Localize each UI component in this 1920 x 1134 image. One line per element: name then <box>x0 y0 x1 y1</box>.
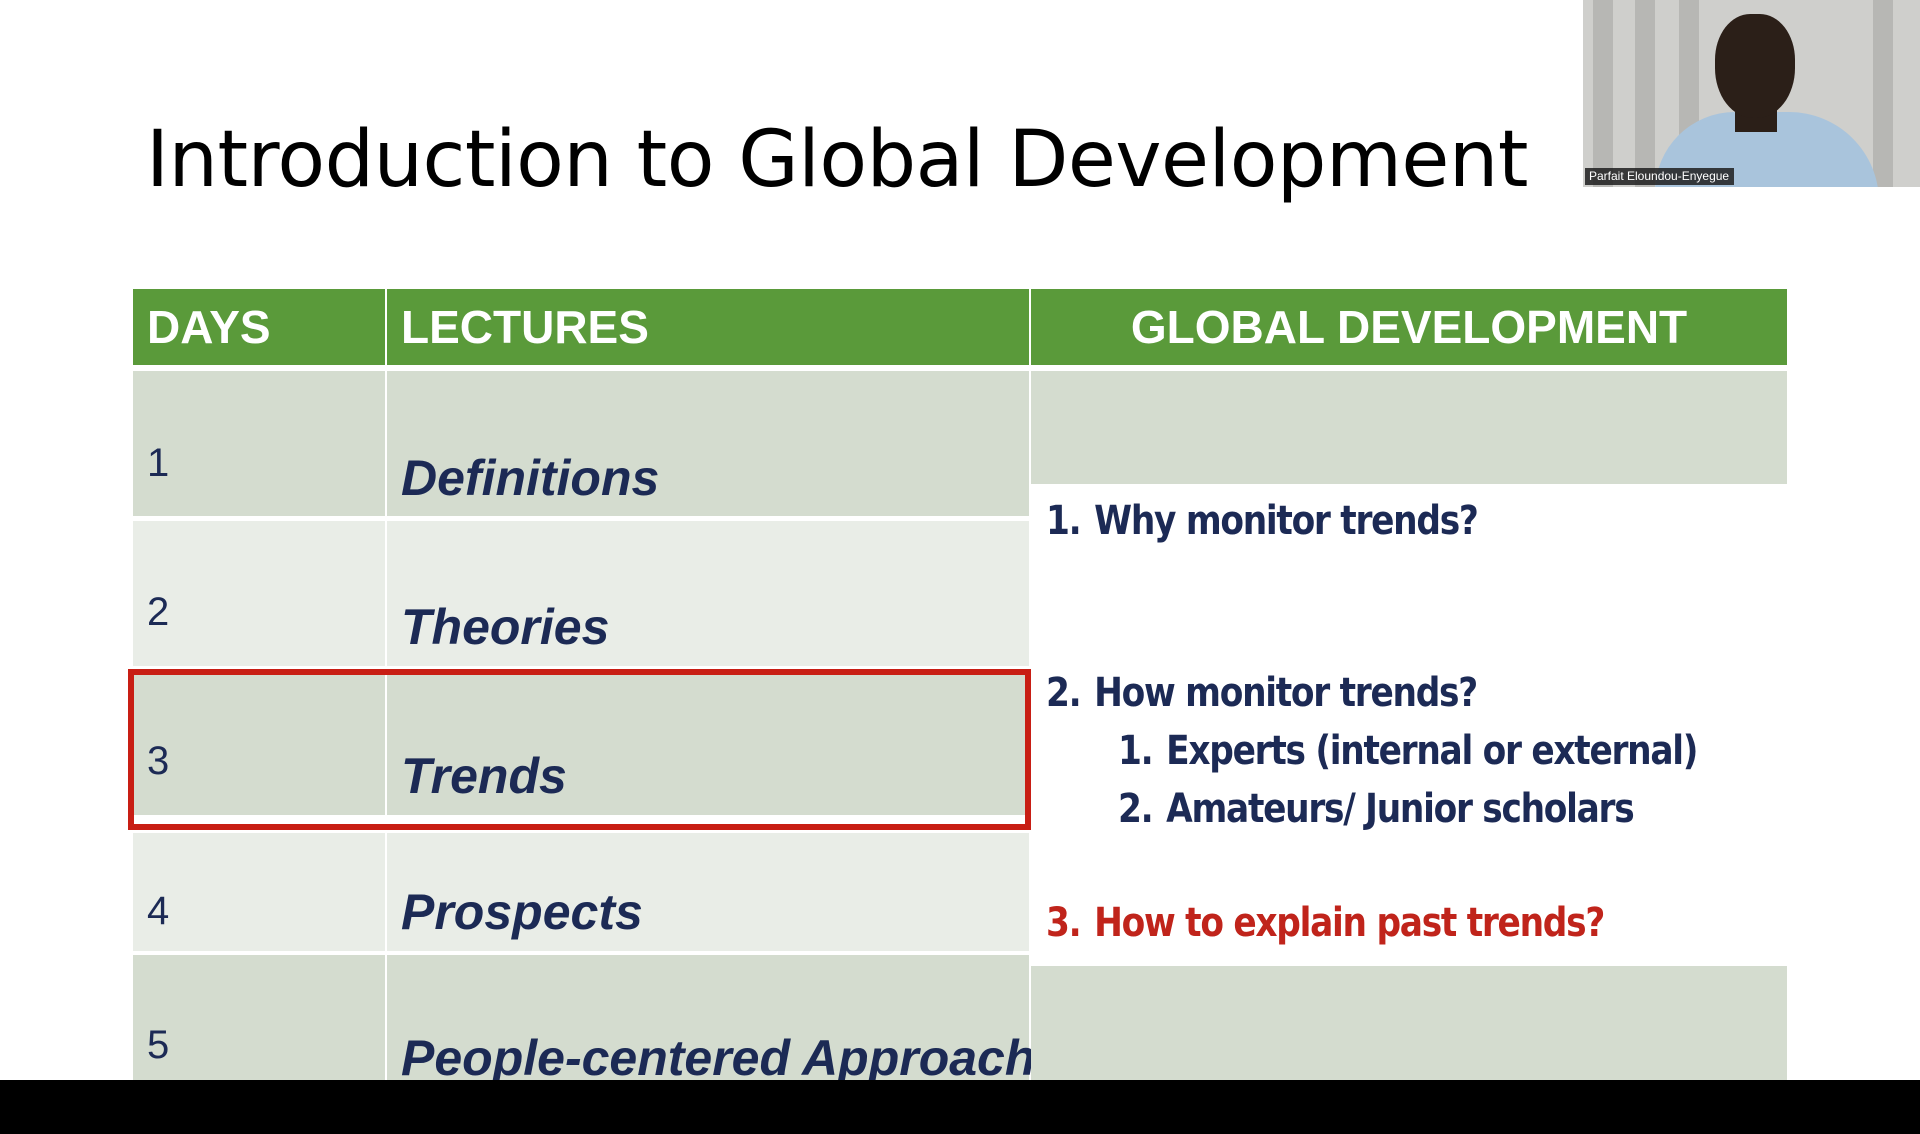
global-item-number: 1. <box>1046 498 1082 544</box>
participant-video-tile[interactable]: Parfait Eloundou-Enyegue <box>1583 0 1920 187</box>
global-item-highlighted: 3. How to explain past trends? <box>1046 900 1605 946</box>
global-cell-top <box>1031 371 1787 484</box>
global-item-text: How to explain past trends? <box>1094 900 1605 946</box>
table-row-lecture-cell: Theories <box>387 521 1029 666</box>
lecture-title: Trends <box>401 748 567 804</box>
table-row-lecture-cell: Definitions <box>387 371 1029 516</box>
lecture-title: Definitions <box>401 450 660 506</box>
table-row-day-cell: 5 <box>133 955 385 1080</box>
day-number: 3 <box>147 739 170 783</box>
global-item: 2. How monitor trends? <box>1046 670 1478 716</box>
table-row-day-cell: 3 <box>133 675 385 815</box>
global-cell-bottom <box>1031 966 1787 1080</box>
participant-name-label: Parfait Eloundou-Enyegue <box>1585 168 1735 185</box>
presentation-slide: Introduction to Global Development DAYS … <box>128 0 1920 1080</box>
lecture-title: People-centered Approach <box>401 1030 1036 1080</box>
global-subitem: 2. Amateurs/ Junior scholars <box>1118 786 1635 832</box>
day-number: 1 <box>147 441 170 485</box>
header-days: DAYS <box>133 289 385 365</box>
letterbox-bar <box>0 1080 1920 1134</box>
header-lectures: LECTURES <box>387 289 1029 365</box>
table-row-lecture-cell: Trends <box>387 675 1029 815</box>
table-row-day-cell: 2 <box>133 521 385 666</box>
table-row-day-cell: 4 <box>133 833 385 951</box>
global-item-text: Why monitor trends? <box>1094 498 1479 544</box>
participant-avatar <box>1715 14 1795 118</box>
table-row-lecture-cell: Prospects <box>387 833 1029 951</box>
slide-title: Introduction to Global Development <box>146 115 1528 205</box>
global-subitem: 1. Experts (internal or external) <box>1118 728 1699 774</box>
global-item-number: 3. <box>1046 900 1082 946</box>
global-item-text: Amateurs/ Junior scholars <box>1166 786 1635 832</box>
current-row-highlight <box>128 669 1031 830</box>
table-row-lecture-cell: People-centered Approach <box>387 955 1035 1080</box>
global-item-text: Experts (internal or external) <box>1166 728 1698 774</box>
global-item: 1. Why monitor trends? <box>1046 498 1479 544</box>
global-item-text: How monitor trends? <box>1094 670 1478 716</box>
global-item-number: 2. <box>1118 786 1154 832</box>
day-number: 2 <box>147 590 170 634</box>
day-number: 5 <box>147 1023 170 1067</box>
table-row-day-cell: 1 <box>133 371 385 516</box>
header-global-development: GLOBAL DEVELOPMENT <box>1031 289 1787 365</box>
lecture-title: Prospects <box>401 884 643 940</box>
day-number: 4 <box>147 889 170 933</box>
global-item-number: 2. <box>1046 670 1082 716</box>
lecture-title: Theories <box>401 599 610 655</box>
global-item-number: 1. <box>1118 728 1154 774</box>
